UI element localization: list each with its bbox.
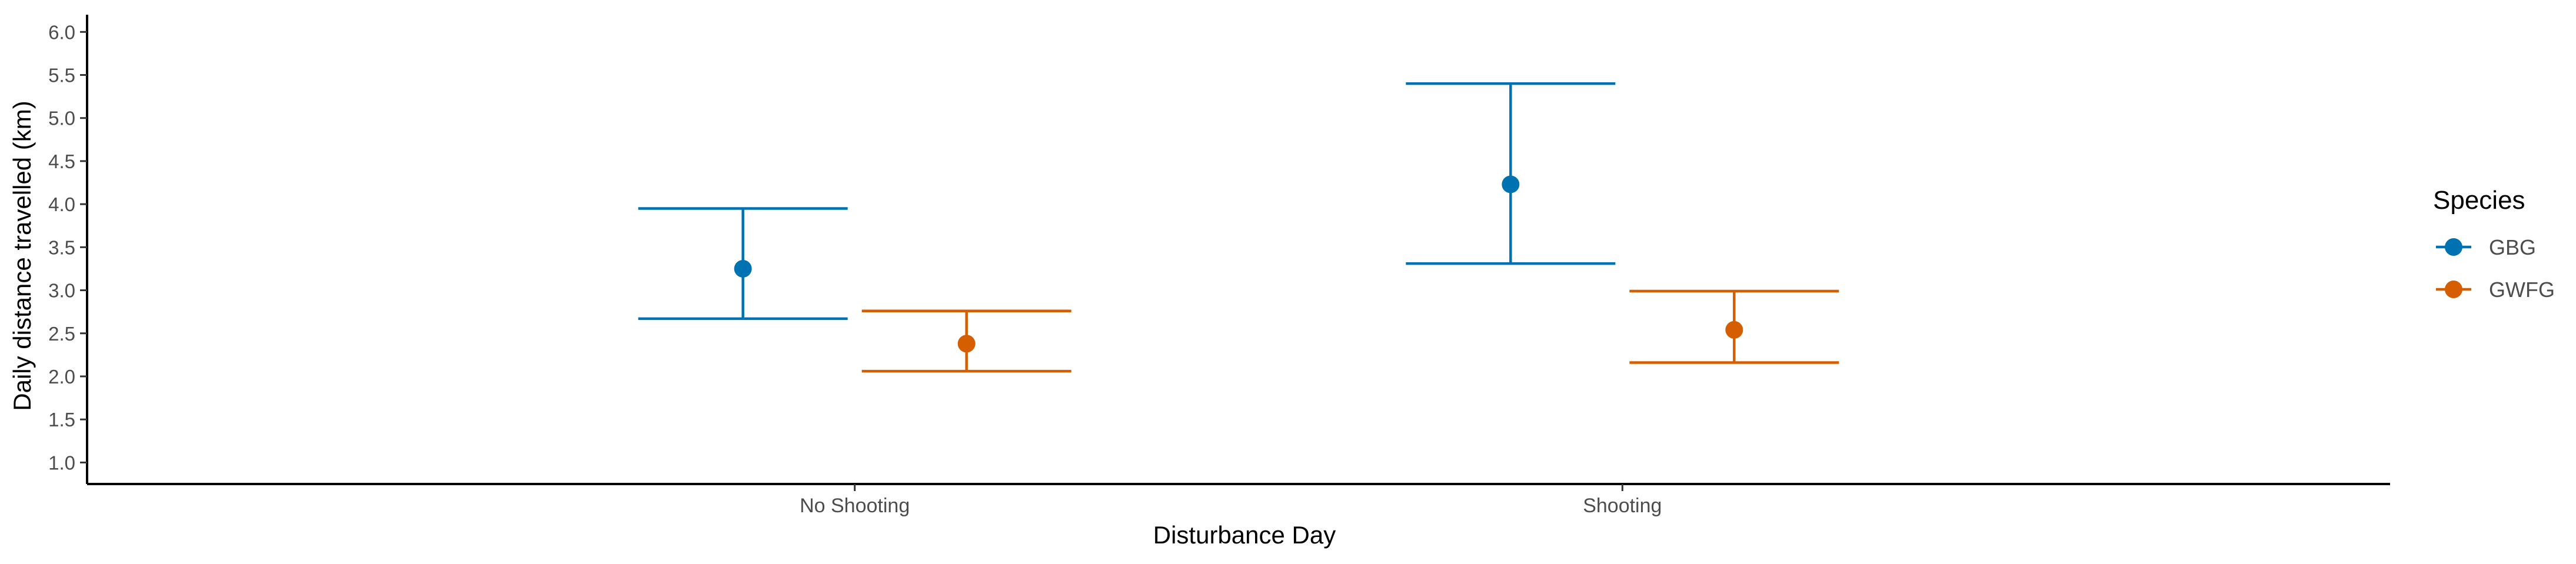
y-tick-label: 1.0 [48,452,75,473]
series-layer [638,82,1839,373]
y-tick-label: 3.5 [48,236,75,258]
y-tick-label: 4.5 [48,151,75,172]
legend-label-gbg: GBG [2489,235,2536,259]
x-tick-label: No Shooting [800,495,910,517]
point-gwfg [1725,321,1743,339]
y-tick-label: 2.5 [48,323,75,345]
y-tick-label: 5.5 [48,64,75,86]
y-axis-title: Daily distance travelled (km) [8,101,36,411]
y-tick-label: 5.0 [48,108,75,129]
x-axis: No Shooting Shooting [800,484,1662,517]
error-bar-group-gwfg [861,309,1071,373]
legend-key-point-gwfg [2445,281,2462,298]
point-gbg [734,259,752,278]
legend-item-gwfg: GWFG [2436,278,2555,302]
legend-item-gbg: GBG [2436,235,2536,259]
error-bar-group-gwfg [1629,289,1839,364]
plot-area [86,15,2390,485]
x-axis-title: Disturbance Day [1153,521,1336,549]
legend-key-point-gbg [2445,238,2462,256]
point-gbg [1502,175,1520,193]
error-bar-group-gbg [1406,82,1616,265]
legend-label-gwfg: GWFG [2489,278,2555,302]
y-tick-label: 6.0 [48,21,75,43]
error-bar-group-gbg [638,207,848,321]
y-tick-label: 2.0 [48,366,75,388]
point-gwfg [957,335,976,353]
y-tick-label: 3.0 [48,280,75,302]
legend: Species GBG GWFG [2433,186,2555,302]
y-axis: 1.0 1.5 2.0 2.5 3.0 3.5 4.0 4.5 5.0 5.5 6.0 [48,21,87,473]
legend-title: Species [2433,186,2525,215]
x-tick-label: Shooting [1583,495,1662,517]
y-tick-label: 4.0 [48,193,75,215]
y-tick-label: 1.5 [48,409,75,430]
